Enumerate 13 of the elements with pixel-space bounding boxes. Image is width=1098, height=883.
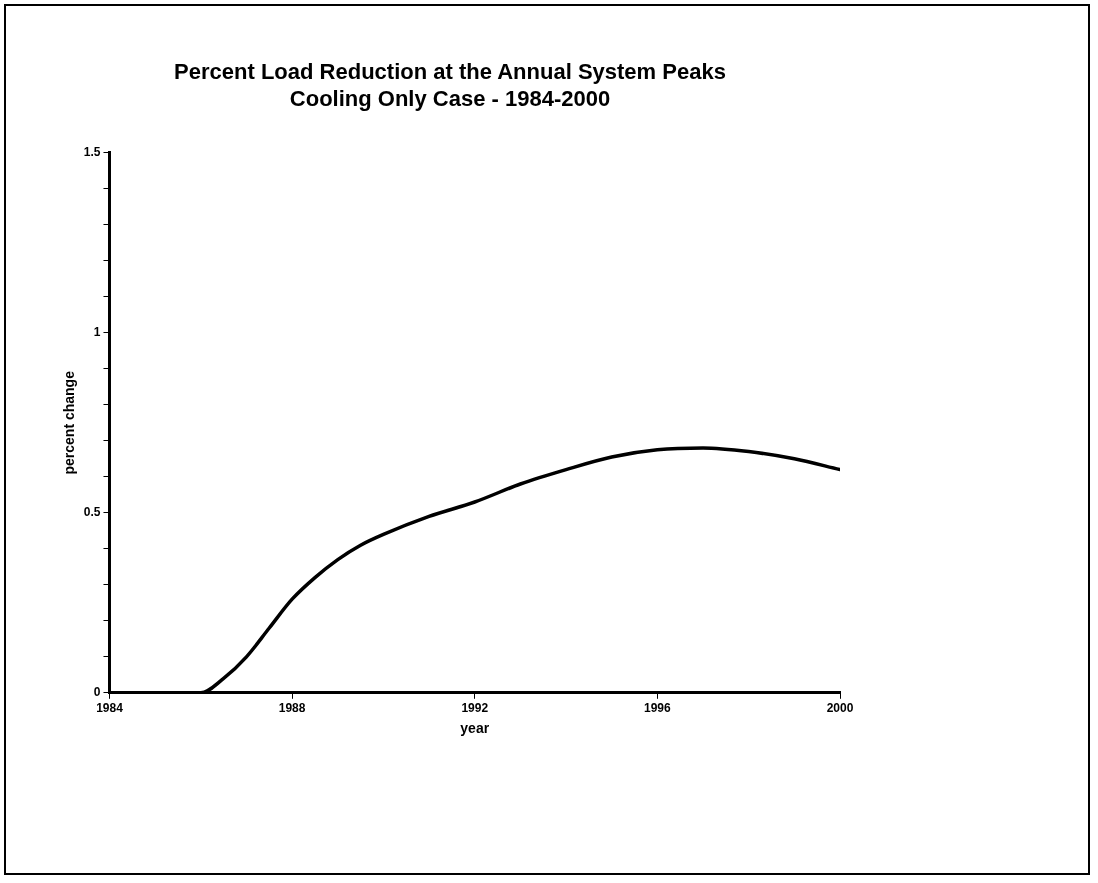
y-tick-label: 1.5	[83, 145, 101, 160]
x-tick-label: 2000	[826, 701, 854, 716]
chart-title: Percent Load Reduction at the Annual System Peaks	[174, 59, 726, 85]
x-tick-label: 1984	[96, 701, 124, 716]
x-axis-title: year	[460, 720, 490, 737]
chart-subtitle: Cooling Only Case - 1984-2000	[289, 85, 611, 111]
x-tick-label: 1996	[644, 701, 672, 716]
y-tick-label: 0.5	[83, 505, 101, 520]
y-tick-label: 0	[93, 685, 101, 700]
x-tick-label: 1988	[278, 701, 306, 716]
y-tick-label: 1	[93, 325, 101, 340]
y-axis-title: percent change	[61, 370, 78, 475]
x-tick-label: 1992	[461, 701, 489, 716]
